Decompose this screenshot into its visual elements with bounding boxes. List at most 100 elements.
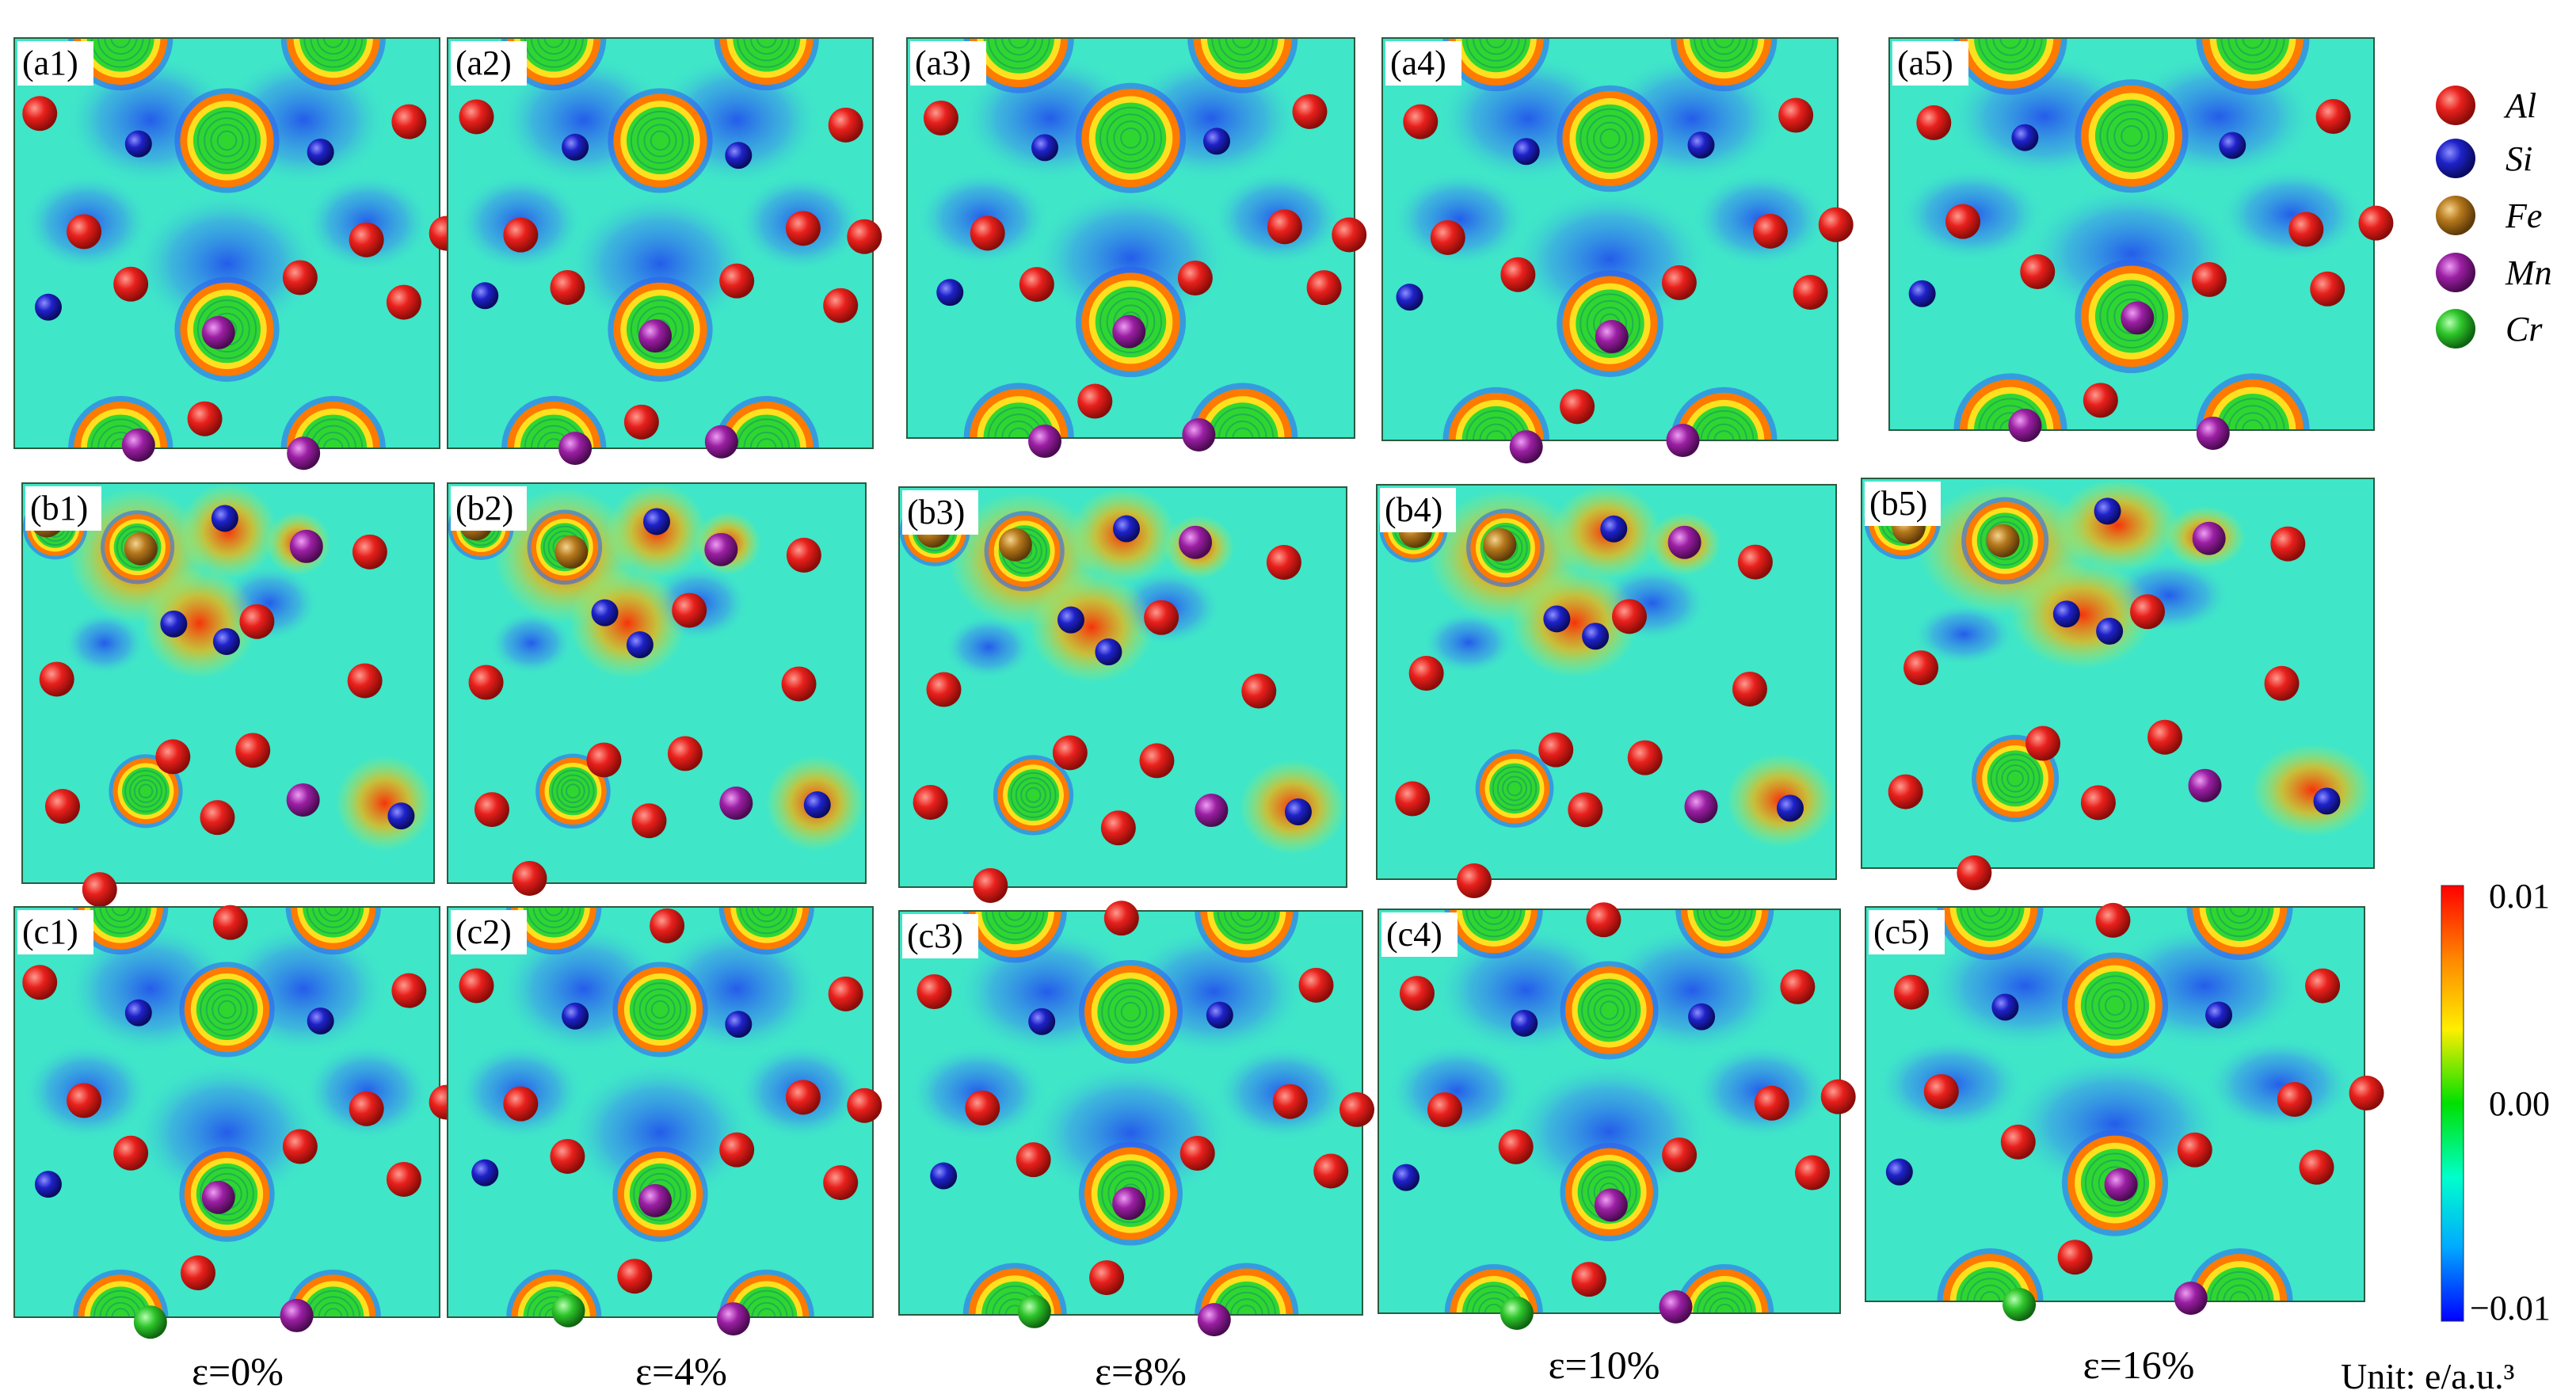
atom-mn: [280, 1298, 314, 1332]
panel-label: (a3): [915, 44, 971, 82]
atom-si: [124, 130, 152, 158]
atom-mn: [1197, 1303, 1231, 1337]
atom-al: [1292, 93, 1328, 129]
panel-c5: (c5): [1865, 902, 2384, 1321]
atom-al: [1571, 1262, 1606, 1297]
atom-si: [2011, 124, 2039, 151]
atom-si: [2052, 600, 2080, 628]
atom-al: [785, 1080, 821, 1115]
atom-mn: [287, 436, 321, 470]
panel-a1: (a1): [13, 37, 464, 470]
atom-al: [1016, 1142, 1051, 1178]
panel-label: (b5): [1869, 484, 1927, 523]
atom-al: [235, 733, 271, 768]
atom-al: [22, 965, 58, 1000]
atom-al: [1313, 1153, 1349, 1189]
atom-al: [1241, 673, 1277, 709]
legend-swatch-al: [2436, 86, 2475, 125]
atom-al: [1754, 1085, 1789, 1121]
panel-label-box: [451, 486, 527, 531]
atom-al: [719, 1132, 755, 1168]
atom-si: [387, 802, 415, 830]
colorbar-gradient: [2441, 885, 2464, 1322]
atom-cr: [133, 1305, 167, 1339]
atom-al: [1100, 810, 1136, 846]
atom-al: [823, 288, 859, 323]
panel-label: (c1): [22, 912, 78, 951]
panel-label-box: [1869, 910, 1945, 954]
atom-al: [1793, 275, 1828, 310]
atom-al: [2025, 726, 2061, 761]
atom-al: [474, 792, 509, 828]
atom-al: [2000, 1124, 2036, 1160]
atom-al: [2315, 99, 2351, 134]
atom-al: [1103, 901, 1139, 936]
atom-al: [1737, 544, 1773, 580]
atom-mn: [2192, 521, 2226, 555]
atom-al: [550, 269, 585, 305]
atom-al: [1272, 1084, 1308, 1119]
atom-al: [1179, 1136, 1215, 1171]
atom-al: [459, 99, 494, 135]
atom-al: [1560, 389, 1595, 425]
atom-mn: [1112, 1187, 1146, 1221]
atom-fe: [124, 531, 158, 566]
atom-si: [307, 1008, 334, 1035]
atom-al: [113, 266, 149, 302]
atom-si: [1582, 623, 1610, 650]
atom-al: [970, 215, 1005, 251]
atom-al: [672, 592, 707, 628]
legend-swatch-si: [2436, 139, 2475, 178]
panel-label: (c5): [1873, 912, 1930, 951]
atom-mn: [638, 319, 673, 353]
atom-al: [1498, 1129, 1534, 1164]
atom-al: [1298, 967, 1334, 1003]
atom-mn: [1112, 314, 1146, 349]
atom-si: [1057, 606, 1084, 634]
atom-al: [586, 742, 622, 778]
atom-al: [1339, 1091, 1374, 1127]
atom-al: [1945, 204, 1981, 239]
atom-al: [973, 867, 1008, 903]
atom-al: [1586, 902, 1621, 938]
atom-al: [200, 800, 235, 836]
atom-al: [617, 1259, 653, 1294]
atom-si: [211, 505, 238, 532]
atom-al: [1430, 219, 1465, 255]
atom-si: [307, 139, 334, 166]
atom-al: [2095, 902, 2131, 938]
colorbar-max-label: 0.01: [2489, 877, 2550, 916]
atom-al: [847, 219, 882, 254]
atom-al: [187, 401, 223, 436]
atom-si: [930, 1162, 958, 1190]
atom-si: [160, 610, 188, 638]
atom-si: [643, 508, 670, 535]
panel-label: (c2): [455, 912, 512, 951]
atom-si: [936, 279, 964, 307]
panel-b5: (b5): [1861, 478, 2375, 890]
panel-label-box: [17, 910, 93, 954]
atom-al: [391, 104, 427, 139]
legend-label-cr: Cr: [2506, 310, 2543, 349]
atom-al: [2277, 1082, 2312, 1118]
atom-al: [349, 1091, 384, 1126]
atom-mn: [2008, 409, 2042, 443]
atom-al: [1456, 863, 1492, 898]
atom-al: [1612, 599, 1647, 634]
panel-b3: (b3): [898, 486, 1347, 903]
panel-label: (b1): [30, 489, 88, 528]
atom-al: [2358, 205, 2394, 241]
atom-al: [1306, 270, 1342, 306]
atom-mn: [286, 783, 320, 817]
atom-al: [113, 1135, 149, 1171]
atom-al: [623, 404, 659, 440]
atom-al: [1662, 1137, 1698, 1173]
panel-frame: [21, 482, 435, 884]
atom-al: [667, 736, 703, 771]
atom-al: [1077, 383, 1113, 419]
atom-al: [1267, 209, 1302, 245]
atom-al: [1732, 671, 1767, 707]
atom-al: [2177, 1132, 2212, 1168]
atom-al: [1408, 656, 1444, 691]
